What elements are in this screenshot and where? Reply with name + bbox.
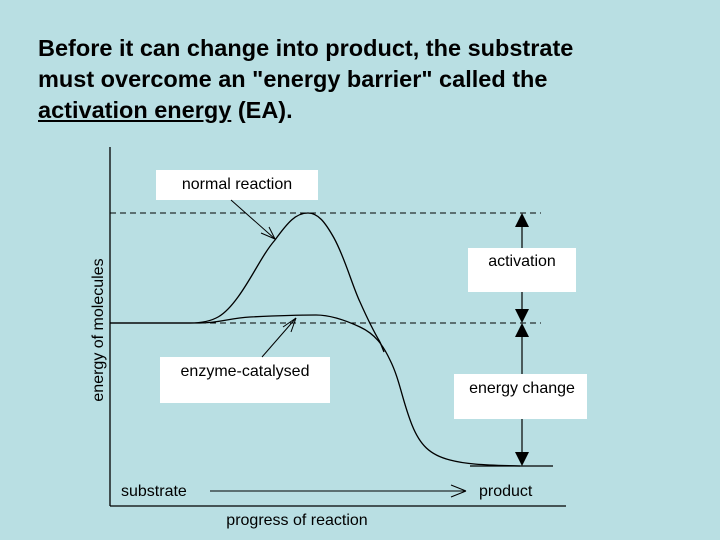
activation-label-text: activation bbox=[488, 253, 556, 270]
enzyme-catalysed-label: enzyme-catalysed bbox=[160, 317, 330, 403]
title-line-1: Before it can change into product, the s… bbox=[38, 35, 574, 61]
enzyme-catalysed-label-box bbox=[160, 357, 330, 403]
title-line-2: must overcome an "energy barrier" called… bbox=[38, 66, 548, 92]
enzyme-catalysed-curve bbox=[110, 314, 521, 467]
enzyme-catalysed-label-text: enzyme-catalysed bbox=[181, 363, 310, 380]
substrate-label: substrate bbox=[121, 483, 187, 500]
normal-reaction-curve bbox=[110, 212, 381, 343]
y-axis-label: energy of molecules bbox=[90, 258, 107, 401]
enzyme-catalysed-pointer-line bbox=[261, 317, 297, 358]
enzyme-catalysed-pointer-arrowhead bbox=[282, 317, 297, 333]
axes bbox=[109, 147, 566, 507]
normal-reaction-pointer-line bbox=[230, 199, 276, 240]
activation-label: activation bbox=[468, 248, 576, 292]
title-suffix: (EA). bbox=[231, 97, 293, 123]
energy-change-arrowhead-down bbox=[515, 452, 529, 466]
normal-reaction-label-box bbox=[156, 170, 318, 200]
title-term-activation-energy: activation energy bbox=[38, 97, 232, 123]
activation-arrowhead-up bbox=[515, 213, 529, 227]
slide-title: Before it can change into product, the s… bbox=[38, 33, 698, 126]
energy-change-label-box bbox=[454, 374, 587, 419]
energy-change-arrowhead-up bbox=[515, 323, 529, 337]
normal-reaction-label-text: normal reaction bbox=[182, 176, 292, 193]
normal-reaction-pointer-arrowhead bbox=[260, 226, 276, 240]
normal-reaction-curve-tail bbox=[379, 341, 385, 353]
x-axis-label: progress of reaction bbox=[226, 512, 367, 529]
progress-arrowhead bbox=[450, 484, 467, 498]
activation-label-box bbox=[468, 248, 576, 292]
energy-change-label-text: energy change bbox=[469, 380, 575, 397]
activation-arrowhead-down bbox=[515, 309, 529, 323]
normal-reaction-label: normal reaction bbox=[156, 170, 318, 240]
product-label: product bbox=[479, 483, 533, 500]
energy-change-label: energy change bbox=[454, 374, 587, 419]
